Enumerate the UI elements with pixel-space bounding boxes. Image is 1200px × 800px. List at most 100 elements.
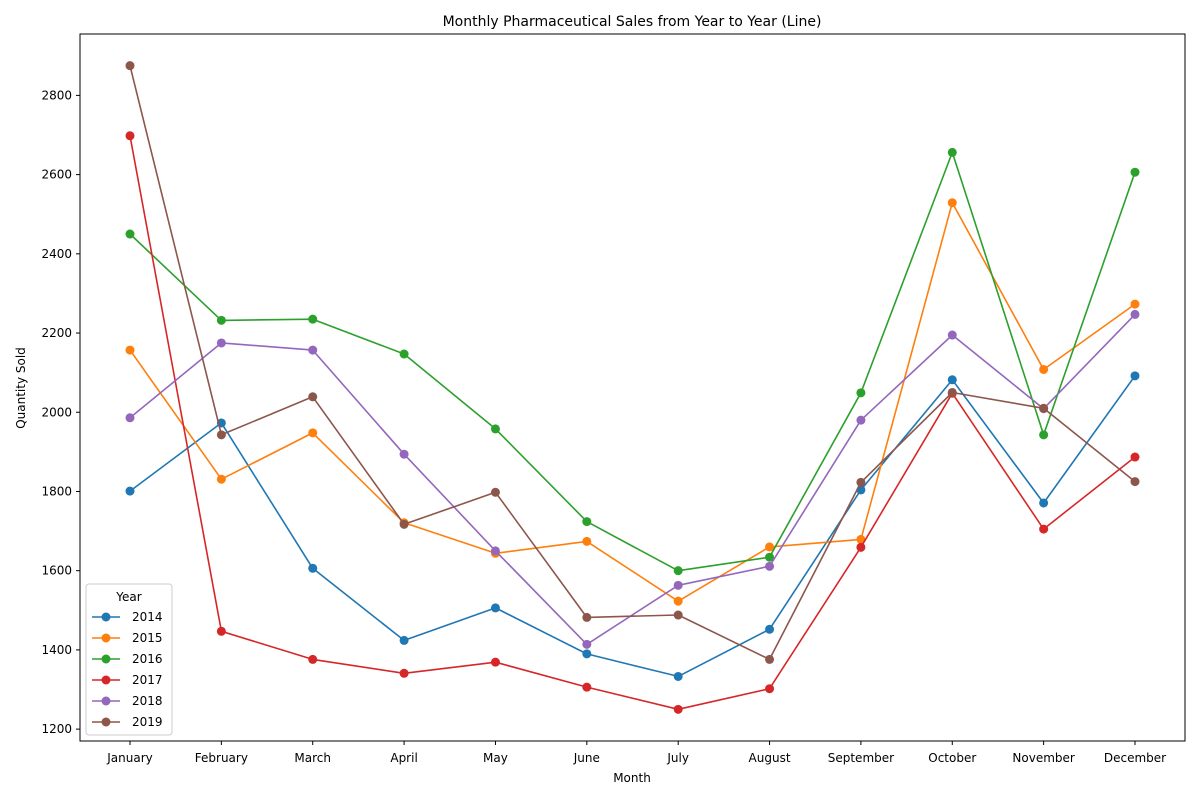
x-tick-label: November — [1012, 751, 1074, 765]
y-tick-label: 2600 — [41, 168, 72, 182]
data-point-2019 — [673, 610, 683, 620]
y-axis-title: Quantity Sold — [14, 347, 28, 429]
series-line-2019 — [129, 65, 1136, 661]
x-tick-label: December — [1104, 751, 1166, 765]
plot-frame — [79, 33, 1186, 742]
data-point-2015 — [1039, 364, 1049, 374]
data-point-2019 — [856, 477, 866, 487]
data-point-2017 — [1130, 452, 1140, 462]
legend-title: Year — [115, 590, 141, 604]
series-line-2018 — [129, 313, 1136, 646]
data-point-2016 — [1130, 167, 1140, 177]
legend-label-2017: 2017 — [132, 673, 163, 687]
data-point-2016 — [765, 552, 775, 562]
data-point-2017 — [856, 542, 866, 552]
x-tick-label: May — [483, 751, 508, 765]
chart-title: Monthly Pharmaceutical Sales from Year t… — [443, 14, 822, 30]
data-point-2019 — [490, 487, 500, 497]
data-point-2015 — [308, 428, 318, 438]
data-point-2018 — [673, 580, 683, 590]
legend-marker-2019 — [101, 717, 111, 727]
x-tick-label: June — [573, 751, 600, 765]
data-point-2014 — [947, 375, 957, 385]
series-2018 — [125, 309, 1140, 649]
y-tick-label: 2400 — [41, 247, 72, 261]
data-point-2017 — [216, 626, 226, 636]
legend-label-2016: 2016 — [132, 652, 163, 666]
x-tick-label: August — [749, 751, 791, 765]
data-point-2016 — [216, 315, 226, 325]
data-point-2018 — [582, 639, 592, 649]
y-tick-label: 1600 — [41, 564, 72, 578]
y-tick-label: 2000 — [41, 405, 72, 419]
y-tick-label: 1800 — [41, 484, 72, 498]
data-point-2019 — [399, 519, 409, 529]
x-tick-label: March — [294, 751, 331, 765]
series-2017 — [125, 131, 1140, 714]
data-point-2018 — [1130, 309, 1140, 319]
x-tick-label: July — [666, 751, 689, 765]
data-point-2014 — [125, 486, 135, 496]
data-point-2017 — [399, 668, 409, 678]
data-point-2015 — [216, 474, 226, 484]
series-2016 — [125, 147, 1140, 576]
data-point-2015 — [947, 198, 957, 208]
legend-marker-2018 — [101, 696, 111, 706]
data-point-2019 — [947, 387, 957, 397]
legend-label-2014: 2014 — [132, 610, 163, 624]
data-point-2014 — [1130, 371, 1140, 381]
data-point-2019 — [582, 612, 592, 622]
data-point-2017 — [765, 684, 775, 694]
data-point-2018 — [856, 415, 866, 425]
series-line-2014 — [129, 375, 1136, 678]
data-point-2014 — [673, 671, 683, 681]
data-point-2018 — [399, 449, 409, 459]
legend-marker-2017 — [101, 675, 111, 685]
data-point-2019 — [216, 430, 226, 440]
data-point-2018 — [765, 561, 775, 571]
x-tick-label: April — [390, 751, 417, 765]
data-point-2016 — [125, 229, 135, 239]
data-point-2017 — [125, 131, 135, 141]
data-point-2019 — [125, 61, 135, 71]
data-point-2014 — [1039, 498, 1049, 508]
legend-label-2018: 2018 — [132, 694, 163, 708]
data-point-2017 — [1039, 524, 1049, 534]
data-point-2018 — [490, 546, 500, 556]
data-point-2019 — [308, 392, 318, 402]
data-point-2015 — [673, 596, 683, 606]
data-point-2015 — [856, 534, 866, 544]
x-tick-label: January — [106, 751, 153, 765]
data-point-2018 — [308, 345, 318, 355]
data-point-2018 — [125, 413, 135, 423]
legend-label-2015: 2015 — [132, 631, 163, 645]
data-point-2015 — [765, 542, 775, 552]
data-point-2015 — [125, 345, 135, 355]
data-point-2017 — [490, 657, 500, 667]
data-point-2014 — [399, 635, 409, 645]
legend-marker-2014 — [101, 612, 111, 622]
data-point-2016 — [856, 388, 866, 398]
data-point-2016 — [399, 349, 409, 359]
data-point-2016 — [308, 314, 318, 324]
data-point-2014 — [308, 563, 318, 573]
data-point-2014 — [582, 649, 592, 659]
data-point-2014 — [765, 624, 775, 634]
legend-marker-2016 — [101, 654, 111, 664]
data-point-2019 — [1130, 477, 1140, 487]
data-point-2014 — [490, 603, 500, 613]
data-point-2016 — [582, 517, 592, 527]
x-axis-title: Month — [613, 771, 651, 785]
y-tick-label: 1200 — [41, 722, 72, 736]
data-point-2016 — [947, 147, 957, 157]
series-line-2015 — [129, 201, 1136, 603]
x-tick-label: February — [195, 751, 248, 765]
data-point-2015 — [582, 536, 592, 546]
legend-marker-2015 — [101, 633, 111, 643]
y-tick-label: 2200 — [41, 326, 72, 340]
legend: Year 2014 2015 2016 2017 2018 2019 — [85, 583, 173, 736]
data-point-2018 — [947, 330, 957, 340]
legend-label-2019: 2019 — [132, 715, 163, 729]
